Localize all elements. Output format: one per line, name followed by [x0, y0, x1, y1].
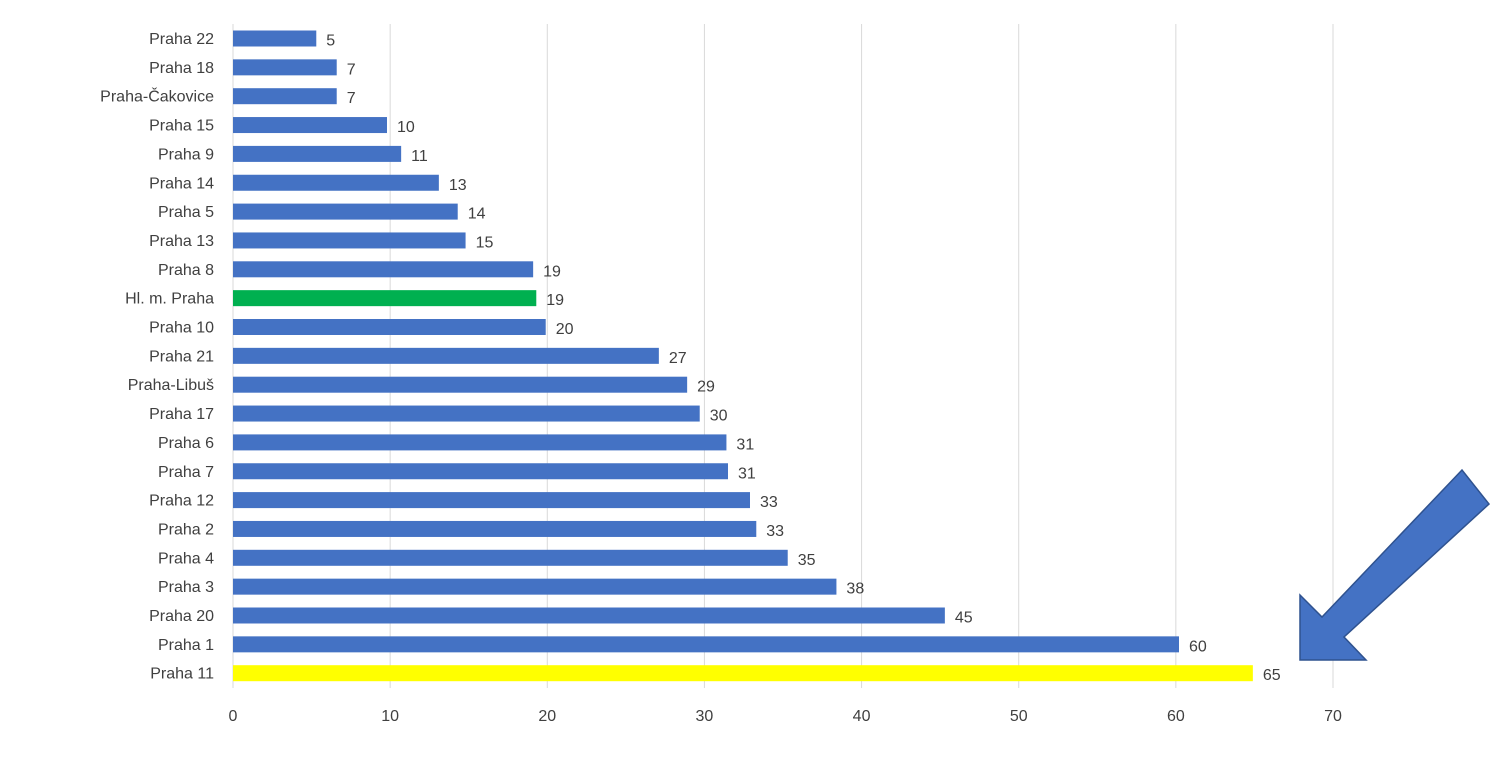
category-label: Praha 22 — [149, 31, 214, 48]
x-tick-label: 0 — [229, 708, 238, 725]
category-label: Praha 3 — [158, 579, 214, 596]
data-label: 20 — [556, 321, 574, 338]
data-label: 7 — [347, 61, 356, 78]
category-label: Praha 4 — [158, 550, 214, 567]
bar — [233, 520, 757, 537]
category-label: Praha 20 — [149, 608, 214, 625]
bar — [233, 492, 750, 509]
bar — [233, 145, 402, 162]
bar — [233, 59, 337, 76]
category-label: Praha 5 — [158, 204, 214, 221]
category-label: Praha 14 — [149, 175, 214, 192]
data-label: 11 — [411, 148, 428, 165]
category-label: Praha 11 — [150, 666, 214, 683]
data-label: 7 — [347, 90, 356, 107]
data-label: 35 — [798, 552, 816, 569]
category-label: Praha 10 — [149, 320, 214, 337]
category-label: Praha 12 — [149, 493, 214, 510]
bar — [233, 578, 837, 595]
bar — [233, 88, 337, 105]
arrow-down-left-icon — [1299, 468, 1491, 661]
bar — [233, 232, 466, 249]
bar — [233, 636, 1179, 653]
bar — [233, 549, 788, 566]
x-tick-label: 60 — [1167, 708, 1185, 725]
category-label: Praha-Libuš — [128, 377, 214, 394]
bar — [233, 117, 387, 134]
data-label: 14 — [468, 206, 486, 223]
data-label: 38 — [846, 581, 864, 598]
data-label: 5 — [326, 33, 335, 50]
bar — [233, 376, 688, 393]
data-label: 19 — [546, 292, 564, 309]
bar — [233, 30, 317, 47]
value-labels: 5771011131415191920272930313133333538456… — [326, 33, 1280, 685]
data-label: 10 — [397, 119, 415, 136]
bar — [233, 174, 439, 191]
bar — [233, 405, 700, 422]
x-tick-label: 70 — [1324, 708, 1342, 725]
bar — [233, 665, 1253, 682]
category-label: Praha 17 — [149, 406, 214, 423]
category-label: Hl. m. Praha — [125, 291, 214, 308]
data-label: 60 — [1189, 638, 1207, 655]
category-label: Praha 13 — [149, 233, 214, 250]
category-label: Praha-Čakovice — [100, 87, 214, 106]
category-label: Praha 7 — [158, 464, 214, 481]
data-label: 33 — [766, 523, 784, 540]
category-label: Praha 1 — [158, 637, 214, 654]
data-label: 33 — [760, 494, 778, 511]
category-labels: Praha 22 Praha 18 Praha-Čakovice Praha 15 Pr… — [100, 31, 214, 683]
category-label: Praha 6 — [158, 435, 214, 452]
category-label: Praha 18 — [149, 60, 214, 77]
data-label: 13 — [449, 177, 467, 194]
data-label: 27 — [669, 350, 687, 367]
data-label: 30 — [710, 408, 728, 425]
category-label: Praha 9 — [158, 146, 214, 163]
category-label: Praha 21 — [149, 348, 214, 365]
data-label: 31 — [738, 465, 756, 482]
x-tick-label: 50 — [1010, 708, 1028, 725]
category-label: Praha 2 — [158, 521, 214, 538]
bar — [233, 463, 728, 480]
data-label: 29 — [697, 379, 715, 396]
data-label: 65 — [1263, 667, 1281, 684]
bars-layer — [233, 30, 1253, 682]
bar — [233, 434, 727, 451]
data-label: 45 — [955, 610, 973, 627]
bar — [233, 290, 537, 307]
x-axis-tick-labels: 0 10 20 30 40 50 60 70 — [229, 708, 1342, 725]
x-tick-label: 30 — [696, 708, 714, 725]
category-label: Praha 15 — [149, 118, 214, 135]
x-tick-label: 10 — [381, 708, 399, 725]
x-tick-label: 40 — [853, 708, 871, 725]
data-label: 19 — [543, 263, 561, 280]
bar — [233, 607, 945, 624]
bar — [233, 203, 458, 220]
data-label: 31 — [736, 436, 754, 453]
bar — [233, 261, 534, 278]
category-label: Praha 8 — [158, 262, 214, 279]
x-tick-label: 20 — [538, 708, 556, 725]
data-label: 15 — [476, 234, 494, 251]
bar — [233, 347, 659, 364]
bar — [233, 319, 546, 335]
annotations — [1299, 468, 1491, 661]
